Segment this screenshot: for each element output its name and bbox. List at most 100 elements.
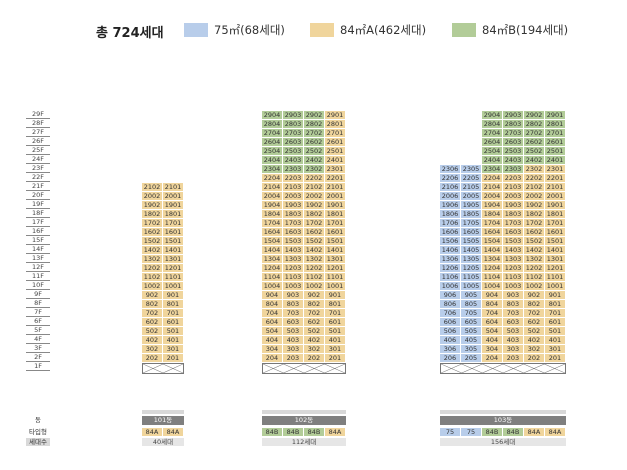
unit-cell: 701 xyxy=(325,309,346,318)
unit-cell: 2502 xyxy=(304,147,325,156)
unit-cell: 1703 xyxy=(503,219,524,228)
floor-label: 9F xyxy=(26,291,50,299)
unit-cell: 1604 xyxy=(262,228,283,237)
unit-cell: 702 xyxy=(524,309,545,318)
floor-label: 26F xyxy=(26,138,50,146)
dong-label: 102동 xyxy=(262,416,346,425)
floor-label: 14F xyxy=(26,246,50,254)
unit-cell: 1503 xyxy=(283,237,304,246)
unit-cell: 1603 xyxy=(283,228,304,237)
unit-cell: 1803 xyxy=(503,210,524,219)
unit-cell: 2804 xyxy=(482,120,503,129)
unit-cell: 404 xyxy=(482,336,503,345)
unit-cell: 1102 xyxy=(304,273,325,282)
unit-cell: 2602 xyxy=(304,138,325,147)
ground-bar xyxy=(142,410,184,414)
unit-cell: 1502 xyxy=(524,237,545,246)
unit-cell: 1302 xyxy=(304,255,325,264)
unit-cell: 1601 xyxy=(325,228,346,237)
unit-cell: 1802 xyxy=(524,210,545,219)
unit-cell: 1104 xyxy=(262,273,283,282)
unit-cell: 2803 xyxy=(503,120,524,129)
unit-cell: 603 xyxy=(503,318,524,327)
type-cell: 84A xyxy=(545,428,566,436)
unit-cell: 401 xyxy=(163,336,184,345)
unit-cell: 2306 xyxy=(440,165,461,174)
unit-cell: 1601 xyxy=(545,228,566,237)
floor-label: 25F xyxy=(26,147,50,155)
unit-cell: 503 xyxy=(283,327,304,336)
legend-label-84a: 84㎡A(462세대) xyxy=(340,23,427,37)
unit-cell: 403 xyxy=(283,336,304,345)
unit-cell: 502 xyxy=(524,327,545,336)
floor-label: 27F xyxy=(26,129,50,137)
unit-cell: 1401 xyxy=(163,246,184,255)
unit-cell: 1401 xyxy=(325,246,346,255)
unit-cell: 1706 xyxy=(440,219,461,228)
unit-cell: 1702 xyxy=(142,219,163,228)
unit-cell: 1401 xyxy=(545,246,566,255)
floor-label: 3F xyxy=(26,345,50,353)
unit-cell: 1903 xyxy=(283,201,304,210)
unit-cell: 1801 xyxy=(545,210,566,219)
unit-cell: 402 xyxy=(142,336,163,345)
legend-swatch-75 xyxy=(184,23,208,37)
unit-cell: 2503 xyxy=(503,147,524,156)
unit-cell: 201 xyxy=(325,354,346,363)
row-label-households: 세대수 xyxy=(26,438,50,446)
unit-cell: 2402 xyxy=(524,156,545,165)
unit-cell: 2102 xyxy=(524,183,545,192)
unit-cell: 1103 xyxy=(283,273,304,282)
floor-label: 6F xyxy=(26,318,50,326)
unit-cell: 202 xyxy=(142,354,163,363)
unit-cell: 304 xyxy=(262,345,283,354)
unit-cell: 1202 xyxy=(524,264,545,273)
unit-cell: 1702 xyxy=(304,219,325,228)
unit-cell: 1304 xyxy=(262,255,283,264)
unit-cell: 1202 xyxy=(304,264,325,273)
ground-bar xyxy=(440,410,566,414)
unit-cell: 402 xyxy=(524,336,545,345)
unit-cell: 403 xyxy=(503,336,524,345)
unit-cell: 506 xyxy=(440,327,461,336)
unit-cell: 1604 xyxy=(482,228,503,237)
unit-cell: 2301 xyxy=(545,165,566,174)
unit-cell: 906 xyxy=(440,291,461,300)
unit-cell: 1402 xyxy=(304,246,325,255)
unit-cell: 1102 xyxy=(524,273,545,282)
unit-cell: 901 xyxy=(545,291,566,300)
unit-cell: 801 xyxy=(325,300,346,309)
unit-cell: 901 xyxy=(163,291,184,300)
unit-cell: 304 xyxy=(482,345,503,354)
unit-cell: 802 xyxy=(524,300,545,309)
unit-cell: 803 xyxy=(503,300,524,309)
type-cell: 84B xyxy=(262,428,283,436)
unit-cell: 1901 xyxy=(163,201,184,210)
unit-cell: 2203 xyxy=(503,174,524,183)
unit-cell: 404 xyxy=(262,336,283,345)
dong-label: 103동 xyxy=(440,416,566,425)
households-cell: 112세대 xyxy=(262,438,346,446)
unit-cell: 1105 xyxy=(461,273,482,282)
unit-cell: 301 xyxy=(545,345,566,354)
unit-cell: 1003 xyxy=(283,282,304,291)
unit-cell: 1805 xyxy=(461,210,482,219)
unit-cell: 203 xyxy=(503,354,524,363)
unit-cell: 1305 xyxy=(461,255,482,264)
unit-cell: 805 xyxy=(461,300,482,309)
unit-cell: 1701 xyxy=(163,219,184,228)
unit-cell: 2403 xyxy=(283,156,304,165)
unit-cell: 2401 xyxy=(325,156,346,165)
unit-cell: 1101 xyxy=(545,273,566,282)
unit-cell: 903 xyxy=(503,291,524,300)
unit-cell: 306 xyxy=(440,345,461,354)
floor-label: 13F xyxy=(26,255,50,263)
unit-cell: 1301 xyxy=(325,255,346,264)
unit-cell: 2901 xyxy=(325,111,346,120)
unit-cell: 1904 xyxy=(482,201,503,210)
type-cell: 84A xyxy=(142,428,163,436)
unit-cell: 802 xyxy=(304,300,325,309)
type-cell: 75 xyxy=(461,428,482,436)
unit-cell: 703 xyxy=(503,309,524,318)
unit-cell: 501 xyxy=(545,327,566,336)
